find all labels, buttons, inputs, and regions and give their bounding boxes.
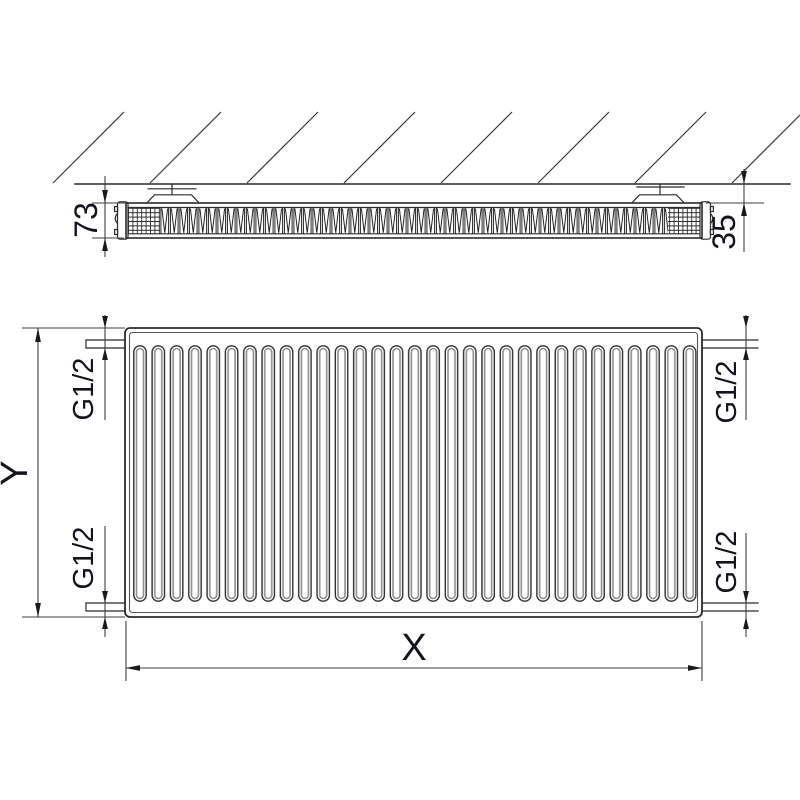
width-dimension-x: X [125, 621, 703, 681]
port-stub-bottom-right [701, 602, 759, 612]
end-cap-left [113, 201, 129, 240]
connection-dim-top-left: G1/2 [68, 315, 108, 420]
g12-label-bottom-right: G1/2 [711, 531, 743, 594]
wall-distance-value: 35 [706, 214, 742, 250]
height-dimension-y: Y [0, 327, 125, 618]
end-hatch-right [668, 207, 700, 234]
corrugated-fins [160, 207, 668, 234]
radiator-panel [124, 327, 703, 618]
depth-dimension: 73 [68, 176, 126, 257]
front-view: G1/2 G1/2 G1/2 G1/2 Y [0, 315, 759, 681]
width-label: X [401, 627, 426, 669]
radiator-side-profile [113, 183, 715, 240]
wall-distance-dimension: 35 [706, 169, 764, 252]
g12-label-bottom-left: G1/2 [68, 527, 100, 590]
height-label: Y [0, 460, 36, 485]
depth-value: 73 [68, 202, 104, 238]
connection-dim-top-right: G1/2 [711, 315, 749, 423]
connection-dim-bottom-left: G1/2 [68, 526, 108, 637]
g12-label-top-right: G1/2 [711, 361, 743, 424]
mounting-bracket-left [146, 183, 200, 204]
fin-slots [133, 345, 701, 602]
connection-dim-bottom-right: G1/2 [711, 531, 749, 637]
port-stub-top-right [701, 339, 759, 349]
side-view: 73 35 [52, 111, 800, 257]
end-cap-right [699, 201, 715, 240]
g12-label-top-left: G1/2 [68, 358, 100, 421]
end-hatch-left [128, 207, 160, 234]
mounting-bracket-right [631, 183, 685, 204]
wall-hatch [52, 111, 800, 185]
